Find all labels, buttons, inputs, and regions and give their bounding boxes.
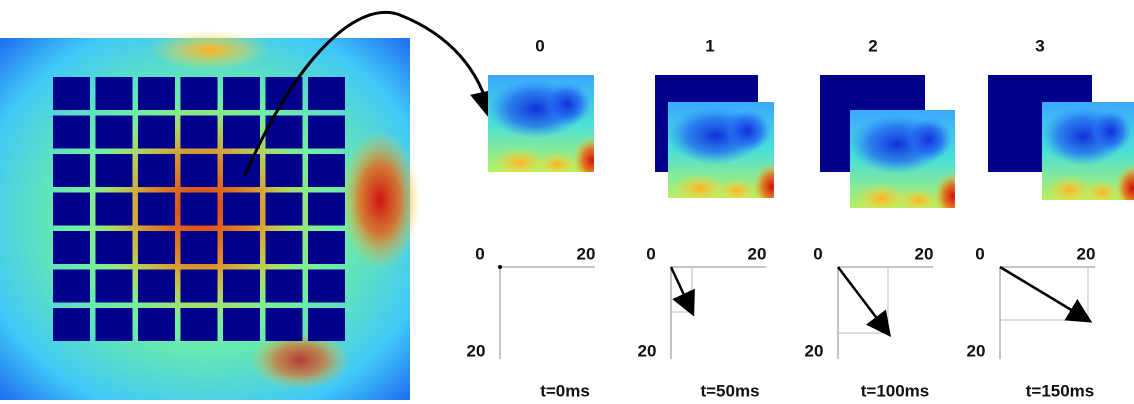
origin-dot — [498, 265, 502, 269]
block — [53, 115, 90, 149]
block — [53, 269, 90, 303]
frame-0 — [488, 75, 594, 172]
block — [308, 269, 345, 303]
displacement-arrow — [669, 266, 695, 317]
frame-1 — [655, 75, 774, 198]
block — [223, 269, 260, 303]
displacement-arrow — [837, 266, 892, 337]
block — [265, 231, 303, 264]
axis-label: 20 — [577, 244, 596, 263]
block — [180, 308, 218, 341]
block — [95, 115, 133, 149]
block — [95, 308, 133, 341]
axis-label: 20 — [638, 341, 657, 360]
axis-label: 0 — [975, 244, 984, 263]
block — [53, 154, 90, 187]
frame-label: 0 — [535, 36, 544, 55]
block — [265, 154, 303, 187]
time-label: t=0ms — [540, 381, 590, 400]
block — [138, 77, 175, 110]
block — [95, 231, 133, 264]
block — [53, 77, 90, 110]
block — [223, 154, 260, 187]
block — [223, 115, 260, 149]
axis-label: 0 — [813, 244, 822, 263]
block — [95, 154, 133, 187]
block — [180, 77, 218, 110]
block — [138, 115, 175, 149]
block — [223, 192, 260, 226]
block — [223, 77, 260, 110]
block — [308, 115, 345, 149]
block — [95, 269, 133, 303]
block — [265, 192, 303, 226]
block — [138, 192, 175, 226]
block — [53, 308, 90, 341]
displacement-plots: 0 20 20 t=0ms 0 20 20 t=50ms 0 20 20 t=100ms 0 20 20 t=… — [467, 244, 1096, 400]
block — [180, 192, 218, 226]
time-label: t=150ms — [1026, 381, 1095, 400]
frame-label: 3 — [1035, 36, 1044, 55]
axis-label: 20 — [748, 244, 767, 263]
block — [180, 269, 218, 303]
frame-label: 2 — [868, 36, 877, 55]
block — [180, 115, 218, 149]
time-label: t=100ms — [861, 381, 930, 400]
frame-2 — [820, 75, 955, 208]
block — [53, 192, 90, 226]
frame-label: 1 — [705, 36, 714, 55]
block — [308, 231, 345, 264]
block — [308, 77, 345, 110]
block — [53, 231, 90, 264]
axis-label: 20 — [967, 341, 986, 360]
block — [138, 269, 175, 303]
block — [265, 269, 303, 303]
block — [308, 154, 345, 187]
block — [223, 308, 260, 341]
block — [95, 77, 133, 110]
axis-label: 20 — [805, 341, 824, 360]
axis-label: 20 — [1077, 244, 1096, 263]
block — [180, 231, 218, 264]
axis-label: 20 — [915, 244, 934, 263]
block — [180, 154, 218, 187]
block — [308, 192, 345, 226]
axis-label: 20 — [467, 341, 486, 360]
block — [265, 308, 303, 341]
axis-label: 0 — [475, 244, 484, 263]
mapping-arrow — [243, 10, 500, 176]
axis-label: 0 — [646, 244, 655, 263]
time-label: t=50ms — [700, 381, 759, 400]
block — [223, 231, 260, 264]
block — [138, 308, 175, 341]
block — [308, 308, 345, 341]
block-grid — [53, 77, 345, 341]
block — [138, 154, 175, 187]
source-heatmap — [0, 30, 420, 400]
block — [138, 231, 175, 264]
frame-3 — [988, 75, 1134, 200]
block — [95, 192, 133, 226]
displacement-arrow — [999, 265, 1093, 323]
